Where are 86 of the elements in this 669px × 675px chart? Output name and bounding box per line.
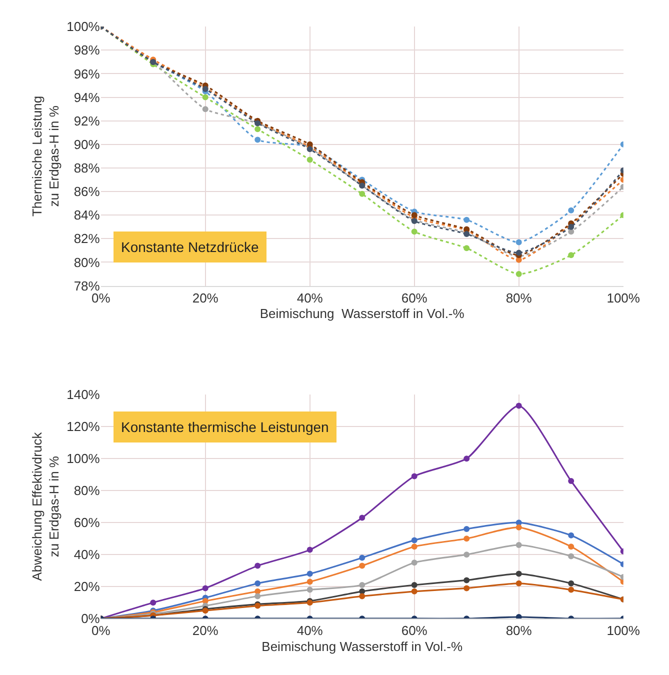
y-tick-label: 100% <box>66 451 100 466</box>
y-tick-label: 80% <box>74 483 100 498</box>
point <box>464 577 470 584</box>
point <box>464 585 470 592</box>
point <box>516 614 522 619</box>
y-tick-label: 140% <box>66 387 100 402</box>
y-tick-label: 86% <box>74 184 100 200</box>
point <box>411 588 418 594</box>
point <box>464 552 470 558</box>
x-tick-label: 80% <box>506 290 532 306</box>
point <box>411 537 418 544</box>
point <box>306 586 313 593</box>
y-axis-title: Thermische Leistung zu Erdgas-H in % <box>30 96 62 217</box>
point <box>516 250 522 256</box>
point <box>411 544 418 550</box>
point <box>306 570 313 577</box>
x-tick-label: 60% <box>401 623 428 638</box>
point <box>306 546 313 553</box>
point <box>254 593 261 600</box>
point <box>464 536 470 542</box>
y-tick-label: 80% <box>74 254 100 270</box>
point <box>411 560 418 566</box>
point <box>150 600 156 606</box>
point <box>516 271 522 278</box>
point <box>254 136 261 143</box>
point <box>306 156 313 163</box>
x-axis-title: Beimischung Wasserstoff in Vol.-% <box>262 638 463 654</box>
point <box>568 580 574 586</box>
point <box>516 402 522 409</box>
point <box>516 580 522 586</box>
point <box>411 582 418 588</box>
point <box>359 582 366 588</box>
point <box>359 554 366 561</box>
y-tick-label: 60% <box>74 515 100 530</box>
y-tick-label: 90% <box>74 136 100 152</box>
y-tick-label: 98% <box>74 42 100 58</box>
point <box>202 94 208 100</box>
point <box>568 478 574 484</box>
point <box>254 580 261 586</box>
y-tick-label: 40% <box>74 547 100 562</box>
y-tick-label: 82% <box>74 231 100 246</box>
y-tick-label: 20% <box>74 579 100 594</box>
y-tick-label: 94% <box>74 90 100 105</box>
x-tick-label: 60% <box>401 290 428 306</box>
x-tick-label: 40% <box>296 623 324 638</box>
y-tick-label: 100% <box>66 19 100 34</box>
point <box>411 473 418 480</box>
point <box>568 544 574 550</box>
point <box>568 532 574 538</box>
point <box>254 126 261 132</box>
x-tick-label: 100% <box>606 623 640 638</box>
point <box>411 228 418 235</box>
point <box>464 216 470 223</box>
point <box>516 239 522 246</box>
point <box>568 252 574 258</box>
y-tick-label: 92% <box>74 113 100 128</box>
point <box>568 586 574 593</box>
point <box>202 106 208 112</box>
point <box>516 524 522 530</box>
y-axis-title: Abweichung Effektivdruck zu Erdgas-H in % <box>30 432 62 581</box>
x-tick-label: 20% <box>192 623 219 638</box>
point <box>516 542 522 548</box>
x-tick-label: 20% <box>192 290 219 306</box>
y-tick-label: 96% <box>74 66 100 82</box>
x-tick-label: 40% <box>296 290 324 306</box>
point <box>568 207 574 214</box>
point <box>568 553 574 560</box>
point <box>359 190 366 197</box>
point <box>464 456 470 462</box>
point <box>202 585 208 592</box>
annotation: Konstante Netzdrücke <box>121 239 259 255</box>
point <box>464 526 470 532</box>
x-axis-title: Beimischung Wasserstoff in Vol.-% <box>260 306 465 321</box>
point <box>516 570 522 577</box>
point <box>254 562 261 569</box>
point <box>464 245 470 252</box>
x-tick-label: 80% <box>506 623 532 638</box>
point <box>359 514 366 521</box>
x-tick-label: 100% <box>606 290 640 306</box>
annotation: Konstante thermische Leistungen <box>121 419 329 435</box>
point <box>359 593 366 600</box>
y-tick-label: 120% <box>66 419 100 434</box>
point <box>359 562 366 569</box>
point <box>306 578 313 585</box>
y-tick-label: 88% <box>74 160 100 176</box>
y-tick-label: 84% <box>74 208 100 223</box>
